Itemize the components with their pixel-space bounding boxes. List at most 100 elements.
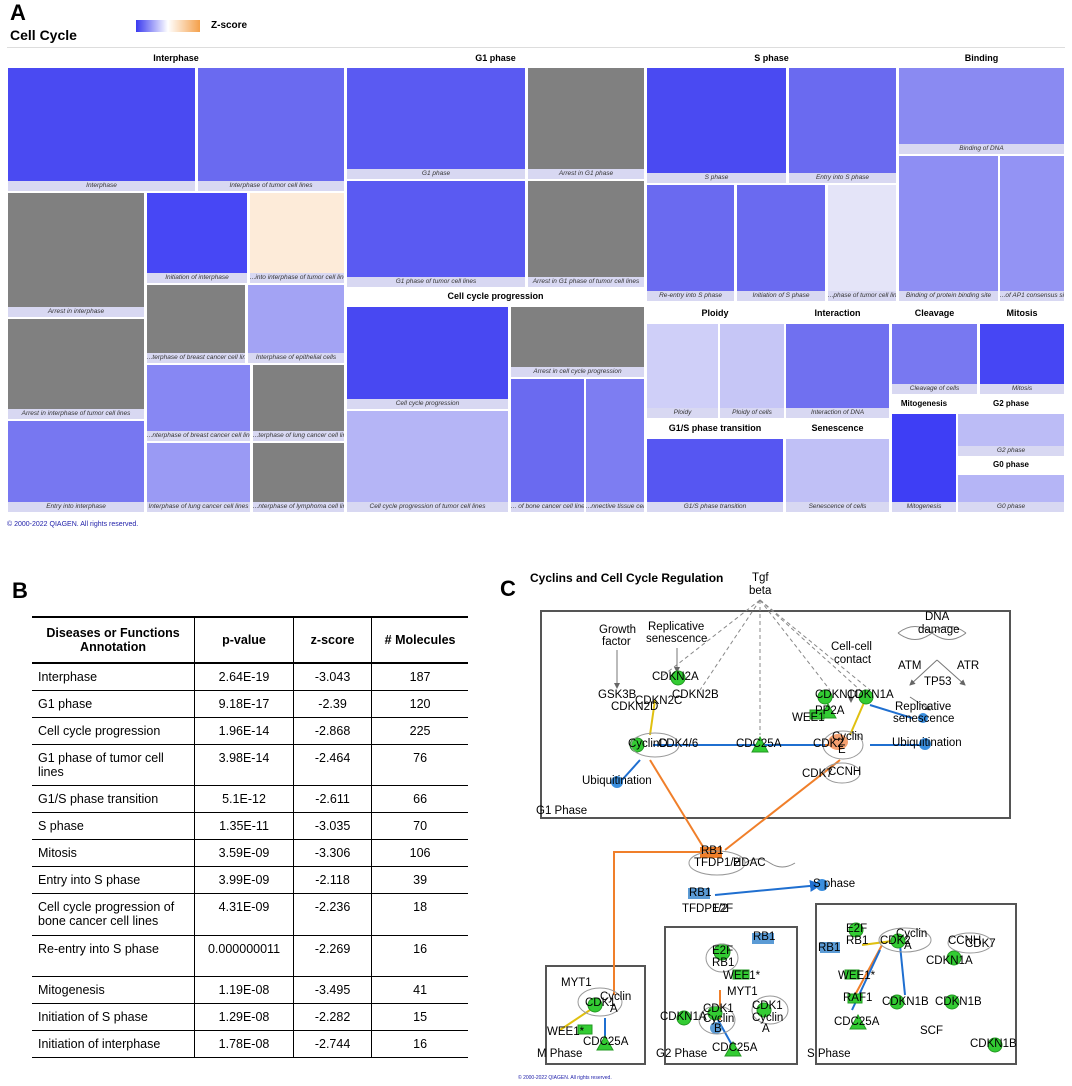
treemap-tile: Cell cycle progression of tumor cell lin… [346,410,509,513]
s-phase-box [815,903,1017,1065]
treemap-tile-label: Mitosis [980,384,1064,394]
cell-p: 2.64E-19 [194,663,294,691]
treemap-tile-label: G0 phase [958,502,1064,512]
treemap-tile-label: ...terphase of breast cancer cell line [147,353,245,363]
panel-a-copyright: © 2000-2022 QIAGEN. All rights reserved. [7,521,139,528]
pathway-label-cdkn1b-s3: CDKN1B [970,1038,1017,1050]
cell-z: -2.39 [292,690,372,718]
treemap-tile-label: Binding of DNA [899,144,1064,154]
treemap-tile-label: ...nterphase of lymphoma cell line [253,502,344,512]
treemap-tile-label: ...into interphase of tumor cell line [250,273,344,283]
treemap-tile-label: Ploidy [647,408,718,418]
pathway-label-cdk2: CDK2 [813,738,844,750]
treemap-tile: Binding of protein binding site [898,155,999,302]
cell-z: -3.495 [292,976,372,1004]
pathway-label-scf: SCF [920,1025,943,1037]
cell-z: -2.868 [292,717,372,745]
table-row: Mitosis 3.59E-09 -3.306 106 [32,839,468,867]
treemap-tile: ...into interphase of tumor cell line [249,192,345,284]
treemap-tile: Interphase of lung cancer cell lines [146,442,251,513]
pathway-label-cdk-m: CDK1 [585,997,616,1009]
cell-z: -2.236 [292,893,372,936]
cell-p: 3.99E-09 [194,866,294,894]
cell-p: 1.29E-08 [194,1003,294,1031]
pathway-label-pp2a: PP2A [815,705,845,717]
cell-n: 120 [371,690,468,718]
pathway-label-wee1-s: WEE1* [838,970,876,982]
pathway-label-g2phase: G2 Phase [656,1048,708,1060]
pathway-label-cdk46: CDK4/6 [658,738,699,750]
col-header-molecules: # Molecules [371,616,468,664]
pathway-label-ubiq2: Ubiquitination [892,737,962,749]
treemap-tile: ...nterphase of lymphoma cell line [252,442,345,513]
treemap-tile-label: Senescence of cells [786,502,889,512]
treemap-tile-label: Arrest in interphase [8,307,144,317]
green-protein-nodes [587,670,1003,1053]
pathway-label-cdkn1a-s: CDKN1A [926,955,973,967]
table-row: Initiation of interphase 1.78E-08 -2.744 16 [32,1030,468,1058]
cell-name: Mitosis [32,839,195,867]
pathway-label-cdkn2a: CDKN2A [652,671,699,683]
pathway-label-cdc25a: CDC25A [736,738,782,750]
pathway-label-ubiq: Ubiquitination [582,775,652,787]
dna-helix-icon-2 [897,626,967,640]
pathway-label-cdkn2d: CDKN2D [611,701,659,713]
treemap-tile-label: G2 phase [958,446,1064,456]
cat-senescence: Senescence [785,420,890,436]
treemap-tile-label: ...phase of tumor cell line [828,291,896,301]
treemap-tile-label: Cell cycle progression of tumor cell lin… [347,502,508,512]
cell-p: 3.59E-09 [194,839,294,867]
pathway-label-e2f-g2: E2F [712,945,734,957]
pathway-label-growth: Growth [599,624,637,636]
cell-z: -3.035 [292,812,372,840]
cell-name: G1 phase [32,690,195,718]
table-row: G1 phase of tumor cell lines 3.98E-14 -2.4… [32,744,468,786]
cyclin-b-node [710,1022,722,1034]
table-row: Interphase 2.64E-19 -3.043 187 [32,663,468,691]
treemap-tile: Entry into interphase [7,420,145,513]
zscore-legend-label: Z-score [211,20,248,31]
panel-c-letter: C [500,576,516,601]
table-row: Entry into S phase 3.99E-09 -2.118 39 [32,866,468,894]
treemap-tile-label: Mitogenesis [892,502,956,512]
cat-g1s-transition: G1/S phase transition [646,420,784,436]
pathway-label-cdc25a-m: CDC25A [583,1036,629,1048]
pathway-label-cyclind: CyclinD [628,738,668,750]
cat-cell-cycle-progression: Cell cycle progression [346,288,645,304]
pathway-label-a-g2: A [762,1023,770,1035]
table-row: Cell cycle progression of bone cancer ce… [32,893,468,936]
pathway-label-e2f: E2F [712,903,734,915]
col-header-zscore: z-score [292,616,372,664]
cell-z: -3.306 [292,839,372,867]
pathway-label-atm: ATM [898,660,922,672]
treemap-tile-label: Arrest in G1 phase of tumor cell lines [528,277,644,287]
treemap-tile-label: Ploidy of cells [720,408,784,418]
treemap-title: Cell Cycle [10,27,77,43]
pathway-label-rep-sen2: senescence [893,713,955,725]
g2-phase-box [664,926,798,1065]
cell-name: Initiation of interphase [32,1030,195,1058]
cell-z: -2.611 [292,785,372,813]
cell-n: 15 [371,1003,468,1031]
pathway-label-senescence: senescence [646,633,708,645]
cell-p: 1.78E-08 [194,1030,294,1058]
pathway-label-cdkn1b-s2: CDKN1B [935,996,982,1008]
pathway-label-sphase-arrow: S phase [813,878,856,890]
cat-g0-phase: G0 phase [957,457,1065,473]
rb1-node [700,847,722,858]
treemap-tile-label: Arrest in cell cycle progression [511,367,644,377]
cell-z: -2.744 [292,1030,372,1058]
pathway-label-beta: beta [749,585,772,597]
table-row: G1/S phase transition 5.1E-12 -2.611 66 [32,785,468,813]
pathway-label-rb1c: RB1 [753,931,776,943]
cell-name: S phase [32,812,195,840]
treemap-tile: Arrest in interphase of tumor cell lines [7,318,145,420]
pathway-label-cdkn1b-s: CDKN1B [882,996,929,1008]
pathway-label-myt1-g2: MYT1 [727,986,758,998]
cell-name: Interphase [32,663,195,691]
cell-z: -2.269 [292,935,372,977]
cell-n: 18 [371,893,468,936]
cell-name: Cell cycle progression of bone cancer ce… [32,893,195,936]
table-row: S phase 1.35E-11 -3.035 70 [32,812,468,840]
cell-p: 1.19E-08 [194,976,294,1004]
